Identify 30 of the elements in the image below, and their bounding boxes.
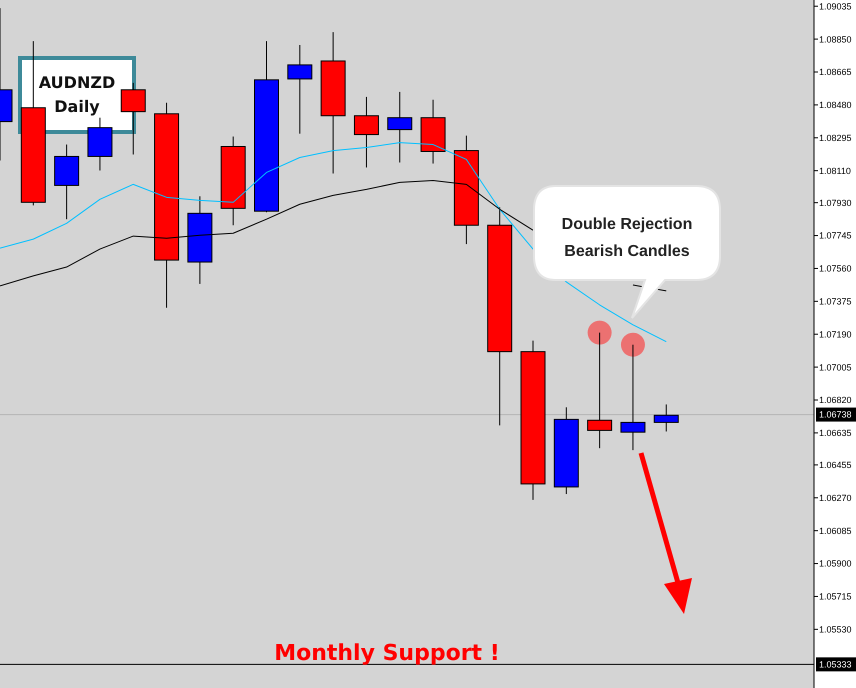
y-tick-label: 1.06820: [819, 395, 852, 406]
y-tick-label: 1.05715: [819, 592, 852, 602]
y-tick-label: 1.08665: [819, 67, 852, 78]
y-tick-label: 1.06635: [819, 428, 852, 438]
y-tick-label: 1.07375: [819, 296, 852, 306]
y-tick-label: 1.07190: [819, 329, 852, 340]
candlestick: [654, 404, 679, 432]
y-tick-label: 1.06270: [819, 492, 852, 503]
candlestick: [387, 91, 412, 163]
y-tick-label: 1.09035: [819, 1, 852, 12]
y-tick-label: 1.06085: [819, 526, 852, 536]
y-tick-label: 1.05900: [819, 558, 852, 569]
y-tick-label: 1.08295: [819, 132, 852, 143]
y-tick-label: 1.07745: [819, 230, 852, 241]
ref-line-label: 1.05333: [819, 660, 852, 670]
text: AUDNZD Daily: [38, 73, 116, 116]
y-tick-label: 1.08110: [819, 166, 851, 176]
y-tick-label: 1.07930: [819, 198, 852, 208]
y-tick-label: 1.06455: [819, 460, 852, 470]
y-tick-label: 1.07005: [819, 362, 852, 372]
candlestick: [287, 44, 312, 134]
y-tick-label: 1.08480: [819, 100, 852, 110]
annotation: Double Rejection Bearish Candles: [562, 216, 692, 260]
annotation: Monthly Support !: [274, 641, 500, 666]
y-tick-label: 1.05530: [819, 624, 852, 634]
y-tick-label: 1.08850: [819, 34, 852, 44]
candlestick: [120, 82, 146, 155]
y-tick-label: 1.07560: [819, 264, 852, 274]
candlestick: [354, 96, 379, 168]
ref-line-label: 1.06738: [819, 410, 852, 420]
